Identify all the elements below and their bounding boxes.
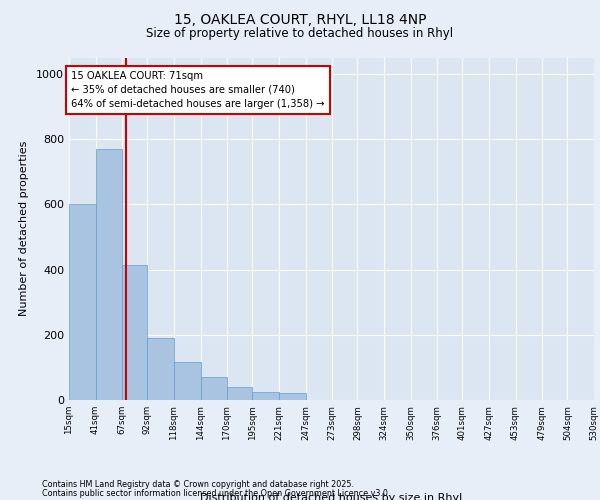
Text: Size of property relative to detached houses in Rhyl: Size of property relative to detached ho… xyxy=(146,28,454,40)
Text: 15 OAKLEA COURT: 71sqm
← 35% of detached houses are smaller (740)
64% of semi-de: 15 OAKLEA COURT: 71sqm ← 35% of detached… xyxy=(71,70,325,108)
Bar xyxy=(227,387,253,400)
Bar xyxy=(69,204,95,400)
Bar xyxy=(95,149,122,400)
Y-axis label: Number of detached properties: Number of detached properties xyxy=(19,141,29,316)
Text: 15, OAKLEA COURT, RHYL, LL18 4NP: 15, OAKLEA COURT, RHYL, LL18 4NP xyxy=(174,12,426,26)
Text: Contains public sector information licensed under the Open Government Licence v3: Contains public sector information licen… xyxy=(42,488,391,498)
Bar xyxy=(122,264,148,400)
Bar xyxy=(148,338,174,400)
Bar xyxy=(174,362,200,400)
Bar xyxy=(279,394,305,400)
Text: Contains HM Land Registry data © Crown copyright and database right 2025.: Contains HM Land Registry data © Crown c… xyxy=(42,480,354,489)
Bar xyxy=(200,377,227,400)
X-axis label: Distribution of detached houses by size in Rhyl: Distribution of detached houses by size … xyxy=(200,492,463,500)
Bar xyxy=(253,392,279,400)
